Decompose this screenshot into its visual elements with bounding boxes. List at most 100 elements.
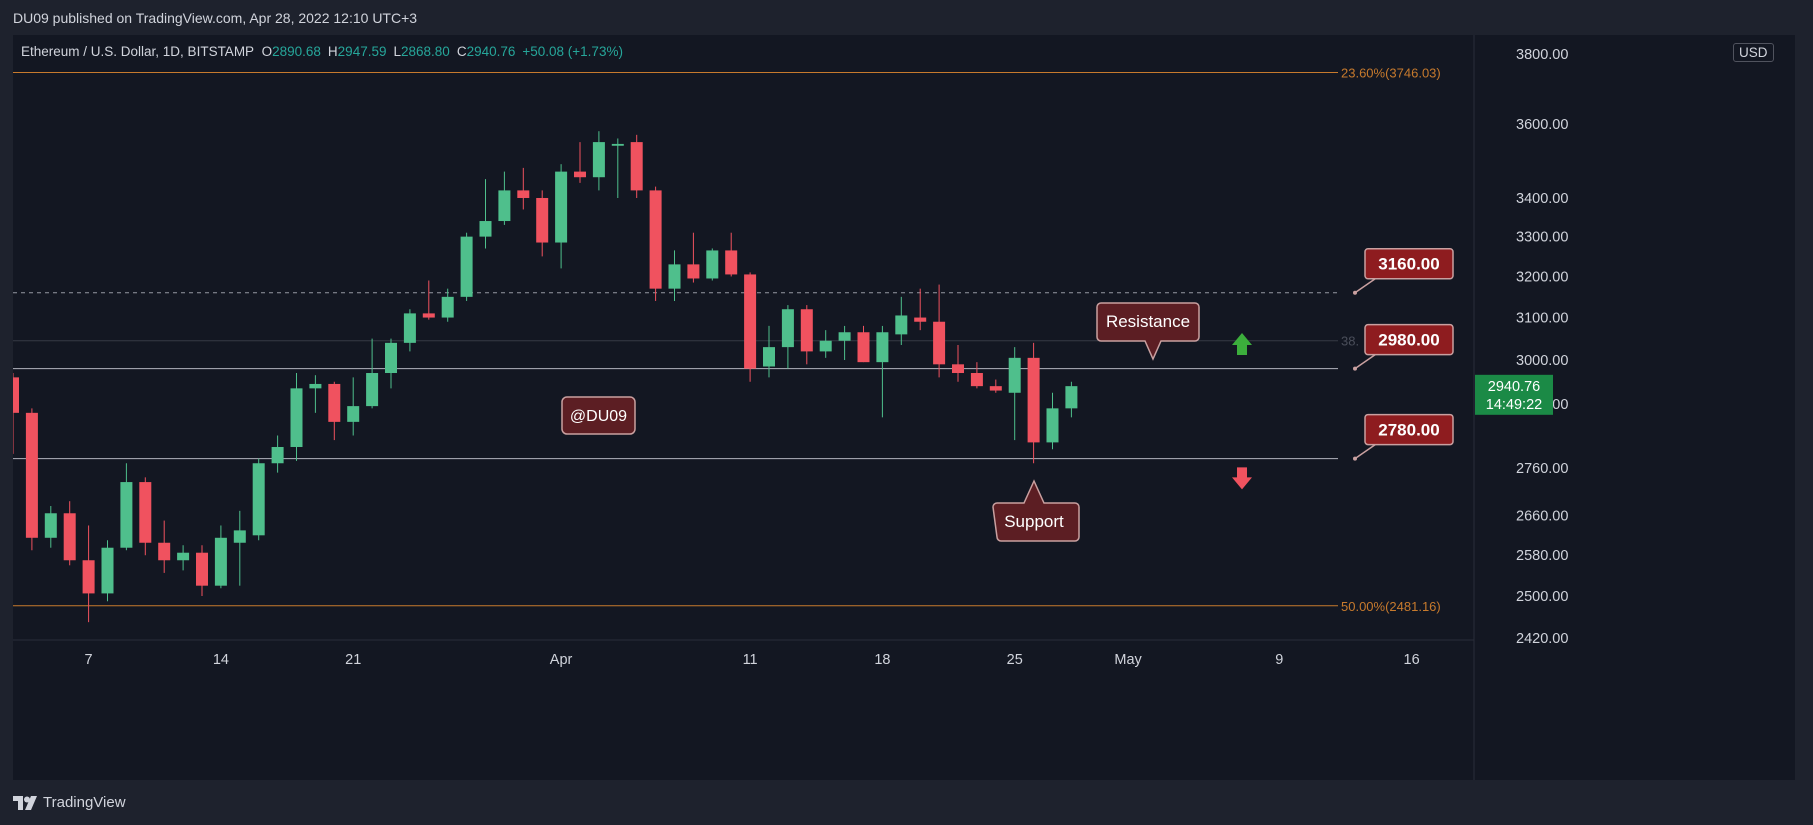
candle-body-16 (309, 383, 322, 389)
candle-body-54 (1027, 357, 1040, 443)
legend-open: 2890.68 (272, 44, 321, 59)
resistance-callout[interactable] (1096, 302, 1200, 361)
candle-body-39 (744, 274, 757, 369)
x-tick-label-2: 21 (345, 652, 361, 668)
candle-body-41 (781, 309, 794, 348)
y-tick-label-11: 2500.00 (1516, 589, 1568, 605)
candle-body-13 (252, 463, 265, 536)
y-tick-label-4: 3200.00 (1516, 269, 1568, 285)
candle-body-12 (233, 530, 246, 543)
candle-body-33 (630, 142, 643, 191)
publisher-header: DU09 published on TradingView.com, Apr 2… (13, 10, 418, 26)
current-price-label: 2940.76 (1488, 379, 1540, 395)
price-tag-box-1[interactable] (1364, 323, 1454, 356)
symbol-legend: Ethereum / U.S. Dollar, 1D, BITSTAMP O28… (21, 44, 623, 59)
legend-close-label: C (456, 44, 467, 59)
candle-body-45 (857, 332, 870, 363)
candle-body-32 (611, 143, 624, 146)
legend-open-label: O (261, 44, 273, 59)
candle-body-4 (82, 560, 95, 594)
legend-close: 2940.76 (466, 44, 516, 59)
y-tick-label-8: 2760.00 (1516, 461, 1568, 477)
candle-body-2 (44, 513, 57, 538)
candle-body-42 (800, 309, 813, 352)
candle-body-25 (479, 221, 492, 237)
level-label-0: 23.60%(3746.03) (1341, 66, 1441, 81)
price-tag-label-2: 2780.00 (1378, 421, 1439, 440)
candle-body-44 (838, 332, 851, 341)
candle-body-11 (214, 537, 227, 586)
candle-body-31 (592, 142, 605, 178)
candle-body-46 (876, 332, 889, 363)
candlestick-chart[interactable]: 23.60%(3746.03) 38. 50.00%(2481.16) 3800.00… (13, 35, 1795, 780)
footer-brand[interactable]: TradingView (13, 794, 126, 811)
support-callout-label: Support (1004, 512, 1064, 531)
candle-body-6 (120, 482, 133, 548)
footer-brand-text: TradingView (43, 794, 126, 811)
candle-body-37 (706, 250, 719, 279)
legend-change: +50.08 (+1.73%) (522, 44, 623, 59)
y-tick-label-0: 3800.00 (1516, 47, 1568, 63)
candle-body-43 (819, 340, 832, 352)
candle-body-38 (725, 250, 738, 275)
candle-body-21 (403, 313, 416, 343)
candle-body-29 (555, 171, 568, 243)
current-price-countdown: 14:49:22 (1486, 397, 1542, 413)
y-tick-label-9: 2660.00 (1516, 509, 1568, 525)
support-callout[interactable] (992, 479, 1080, 542)
candle-body-10 (196, 552, 208, 586)
candle-body-50 (952, 364, 964, 374)
x-tick-label-4: 11 (743, 652, 758, 668)
legend-high: 2947.59 (337, 44, 387, 59)
watermark-box[interactable] (561, 396, 636, 435)
candle-body-18 (347, 406, 360, 422)
candle-body-7 (139, 482, 152, 543)
price-tag-anchor-1 (1353, 366, 1357, 371)
x-tick-label-6: 25 (1007, 652, 1023, 668)
x-tick-label-3: Apr (550, 652, 573, 668)
price-tag-box-2[interactable] (1364, 413, 1454, 446)
price-tag-label-1: 2980.00 (1378, 331, 1439, 350)
x-tick-label-7: May (1114, 652, 1142, 668)
y-tick-label-6: 3000.00 (1516, 353, 1568, 369)
candle-body-0 (13, 377, 19, 413)
candle-body-34 (649, 190, 662, 289)
level-label-2: 38. (1341, 334, 1359, 349)
x-tick-label-5: 18 (874, 652, 890, 668)
candle-body-26 (498, 190, 511, 222)
level-label-5: 50.00%(2481.16) (1341, 599, 1441, 614)
tradingview-logo-icon (13, 795, 37, 810)
candle-body-23 (441, 296, 454, 318)
currency-button[interactable]: USD (1733, 43, 1774, 62)
legend-low-label: L (393, 44, 401, 59)
legend-high-label: H (327, 44, 338, 59)
candle-body-53 (1008, 357, 1021, 393)
candle-body-20 (385, 342, 397, 374)
candle-body-47 (895, 315, 908, 335)
candle-body-17 (328, 383, 341, 422)
candle-body-51 (970, 373, 983, 387)
candle-body-14 (271, 446, 284, 464)
y-tick-label-2: 3400.00 (1516, 191, 1568, 207)
y-tick-label-12: 2420.00 (1516, 631, 1568, 647)
candle-body-27 (517, 190, 530, 198)
candle-body-48 (914, 317, 927, 322)
price-tag-label-0: 3160.00 (1378, 255, 1439, 274)
x-tick-label-8: 9 (1275, 652, 1283, 668)
candle-body-56 (1065, 386, 1078, 409)
candle-body-24 (460, 236, 473, 297)
watermark-label: @DU09 (570, 408, 627, 425)
y-tick-label-10: 2580.00 (1516, 548, 1568, 564)
price-tag-box-0[interactable] (1364, 247, 1454, 280)
chart-frame[interactable]: 23.60%(3746.03) 38. 50.00%(2481.16) 3800.00… (13, 35, 1795, 780)
price-tag-anchor-2 (1353, 456, 1357, 461)
candle-body-40 (763, 347, 775, 367)
candle-body-8 (158, 542, 171, 561)
down-arrow-icon (1232, 467, 1252, 490)
candle-body-22 (422, 313, 435, 318)
price-tag-anchor-0 (1353, 290, 1357, 295)
x-tick-label-1: 14 (213, 652, 229, 668)
current-price-badge (1475, 374, 1553, 415)
candle-body-5 (101, 547, 114, 594)
candle-body-36 (687, 264, 700, 279)
